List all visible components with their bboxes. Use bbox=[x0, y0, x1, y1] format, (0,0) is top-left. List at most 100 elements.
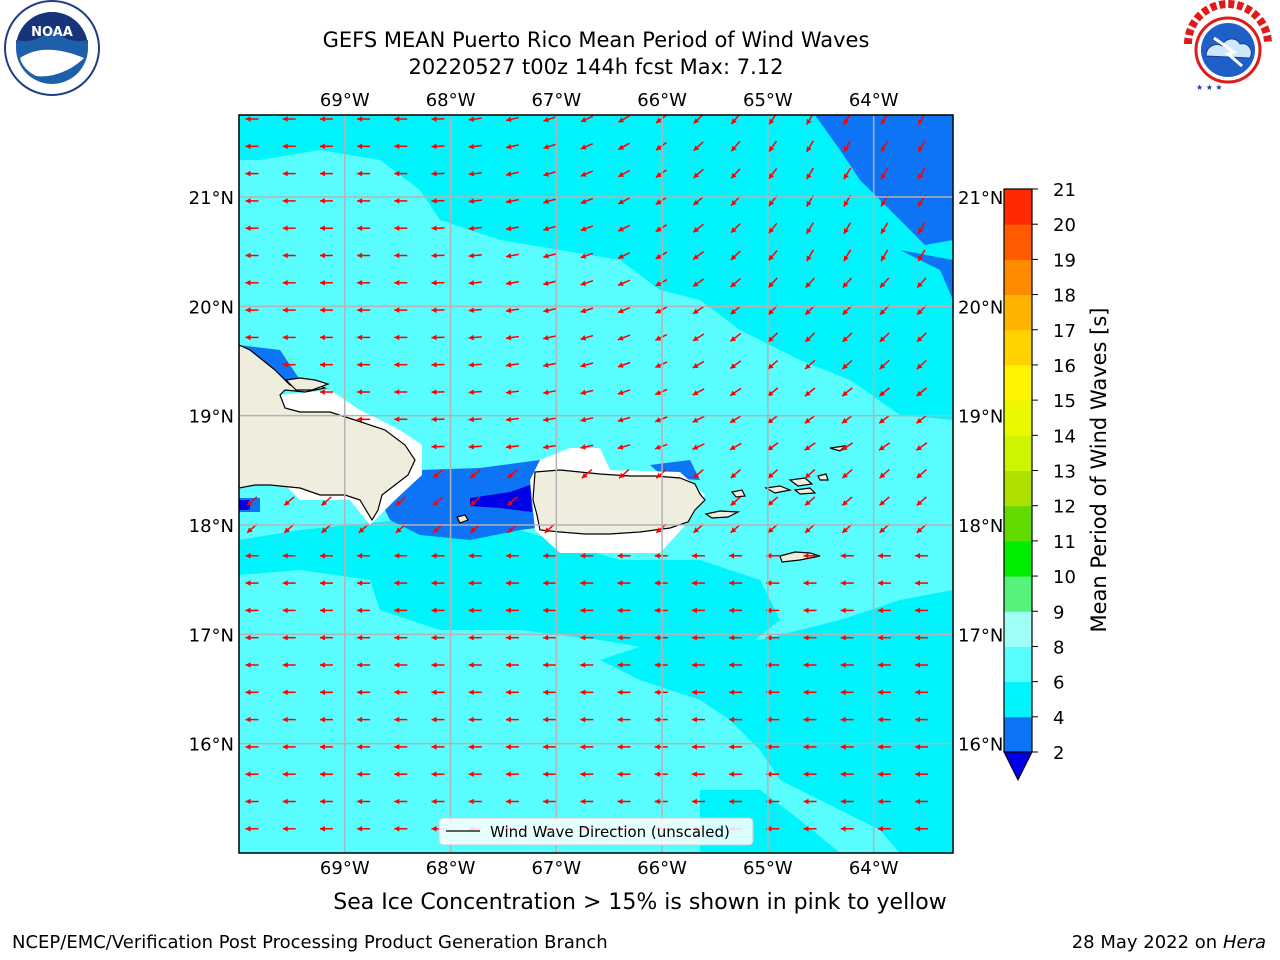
wind-arrow bbox=[543, 198, 557, 205]
wind-arrow bbox=[729, 553, 743, 559]
wind-arrow bbox=[282, 361, 296, 368]
wind-arrow bbox=[617, 169, 631, 178]
colorbar-tick-label: 20 bbox=[1053, 215, 1076, 236]
wind-arrow bbox=[245, 662, 259, 668]
wind-arrow bbox=[245, 826, 259, 832]
wind-arrow bbox=[654, 580, 668, 586]
wind-arrow bbox=[431, 634, 445, 641]
wind-arrow bbox=[729, 580, 743, 586]
wind-arrow bbox=[803, 689, 817, 696]
wind-arrow bbox=[729, 607, 743, 614]
wind-arrow bbox=[617, 798, 631, 805]
wind-arrow bbox=[395, 496, 407, 507]
wind-arrow bbox=[617, 142, 631, 151]
wind-arrow bbox=[468, 553, 482, 559]
wind-arrow bbox=[841, 496, 853, 507]
wind-arrow bbox=[282, 170, 296, 177]
wind-arrow bbox=[357, 826, 371, 832]
wind-arrow bbox=[767, 387, 779, 397]
wind-arrow bbox=[319, 116, 333, 122]
wind-arrow bbox=[877, 580, 891, 586]
wind-arrow bbox=[654, 744, 668, 750]
wind-arrow bbox=[580, 389, 594, 396]
chart-subtitle: 20220527 t00z 144h fcst Max: 7.12 bbox=[408, 55, 784, 79]
wind-arrow bbox=[618, 469, 630, 479]
wind-arrow bbox=[319, 798, 333, 805]
wind-arrow bbox=[654, 607, 668, 614]
wind-arrow bbox=[916, 359, 927, 370]
wind-arrow bbox=[580, 197, 594, 205]
wind-arrow bbox=[357, 798, 371, 805]
wind-arrow bbox=[617, 580, 631, 586]
wind-arrow bbox=[879, 496, 890, 507]
wind-arrow bbox=[580, 225, 594, 232]
wind-arrow bbox=[767, 442, 779, 451]
wind-arrow bbox=[729, 332, 742, 342]
wind-arrow bbox=[246, 496, 258, 507]
wind-arrow bbox=[878, 442, 891, 451]
wind-arrow bbox=[691, 662, 705, 668]
wind-arrow bbox=[431, 580, 445, 586]
axis-tick-label: 17°N bbox=[958, 625, 1003, 646]
wind-arrow bbox=[617, 607, 631, 614]
wind-arrow bbox=[915, 607, 929, 614]
wind-arrow bbox=[505, 362, 519, 368]
wind-arrow bbox=[655, 251, 668, 260]
wind-arrow bbox=[505, 443, 519, 450]
wind-arrow bbox=[654, 771, 668, 777]
wind-arrow bbox=[245, 143, 259, 150]
wind-arrow bbox=[654, 443, 668, 450]
wind-arrow bbox=[878, 414, 891, 424]
wind-arrow bbox=[768, 222, 778, 234]
wind-arrow bbox=[804, 496, 816, 507]
wind-arrow bbox=[767, 469, 779, 479]
wind-arrow bbox=[729, 387, 742, 397]
wind-arrow bbox=[840, 744, 854, 750]
colorbar-tick-label: 15 bbox=[1053, 391, 1076, 412]
wind-arrow bbox=[843, 140, 852, 153]
axis-tick-label: 16°N bbox=[189, 735, 234, 756]
wind-arrow bbox=[840, 634, 854, 641]
wind-arrow bbox=[877, 607, 891, 614]
wind-arrow bbox=[617, 416, 631, 423]
wind-arrow bbox=[394, 280, 408, 286]
wind-arrow bbox=[543, 662, 557, 668]
colorbar-tick-label: 8 bbox=[1053, 637, 1064, 658]
colorbar-tick-label: 16 bbox=[1053, 356, 1076, 377]
wind-arrow bbox=[432, 496, 444, 507]
wind-arrow bbox=[617, 444, 631, 450]
sea-ice-note: Sea Ice Concentration > 15% is shown in … bbox=[333, 890, 947, 915]
wind-arrow bbox=[804, 442, 816, 451]
wind-arrow bbox=[617, 634, 631, 641]
wind-arrow bbox=[730, 140, 741, 152]
wind-arrow bbox=[877, 716, 891, 723]
wind-arrow bbox=[841, 469, 853, 479]
wind-arrow bbox=[580, 744, 594, 750]
colorbar-tick-label: 21 bbox=[1053, 180, 1076, 201]
wind-arrow bbox=[282, 771, 296, 777]
wind-arrow bbox=[580, 115, 594, 123]
wind-arrow bbox=[692, 333, 705, 342]
wind-arrow bbox=[730, 305, 742, 315]
wind-arrow bbox=[282, 307, 296, 313]
wind-arrow bbox=[357, 252, 371, 259]
wind-arrow bbox=[357, 198, 371, 204]
colorbar-segment bbox=[1004, 294, 1032, 331]
wind-arrow bbox=[468, 143, 482, 150]
wind-arrow bbox=[580, 634, 594, 641]
wind-arrow bbox=[580, 252, 594, 259]
wind-arrow bbox=[840, 553, 854, 559]
wind-arrow bbox=[617, 744, 631, 750]
wind-arrow bbox=[319, 280, 333, 286]
wind-arrow bbox=[842, 277, 853, 289]
wind-arrow bbox=[878, 387, 890, 397]
wind-arrow bbox=[468, 225, 482, 232]
wind-arrow bbox=[916, 332, 927, 343]
wind-arrow bbox=[730, 223, 741, 234]
wind-arrow bbox=[729, 634, 743, 641]
wind-arrow bbox=[543, 553, 557, 559]
wind-arrow bbox=[580, 771, 594, 777]
wind-arrow bbox=[915, 744, 929, 750]
wind-arrow bbox=[691, 607, 705, 614]
wind-arrow bbox=[319, 389, 333, 395]
